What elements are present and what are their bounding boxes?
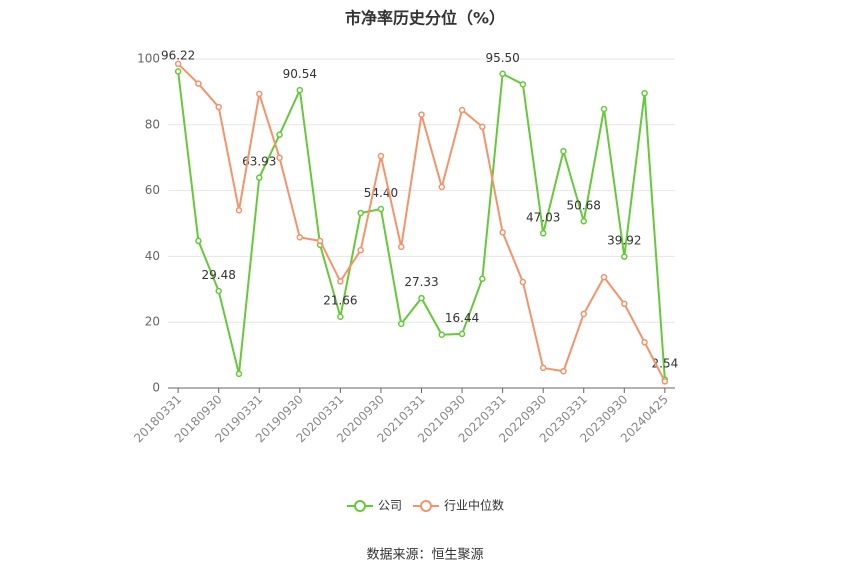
- source: 数据来源：恒生聚源: [366, 548, 483, 563]
- data-point: [580, 310, 587, 318]
- data-point: [256, 90, 263, 98]
- data-point: [276, 131, 283, 138]
- y-tick-label: 40: [145, 249, 160, 263]
- data-label: 50.68: [567, 198, 601, 212]
- data-point: [641, 339, 648, 346]
- data-point: [357, 246, 364, 254]
- data-point: [377, 152, 385, 160]
- data-point: [519, 278, 527, 286]
- data-point: [256, 174, 263, 181]
- data-point: [296, 86, 304, 94]
- data-point: [580, 218, 587, 225]
- data-point: [600, 105, 608, 113]
- legend-label: 行业中位数: [444, 498, 504, 513]
- data-point: [661, 378, 669, 385]
- y-tick-label: 60: [145, 183, 160, 197]
- data-label: 47.03: [526, 210, 560, 224]
- data-point: [195, 80, 202, 87]
- data-point: [519, 81, 527, 88]
- data-point: [621, 253, 628, 260]
- data-point: [418, 111, 425, 118]
- data-point: [458, 330, 466, 338]
- data-point: [235, 370, 243, 378]
- data-label: 39.92: [607, 234, 641, 248]
- data-point: [539, 364, 547, 372]
- chart-title: 市净率历史分位（%）: [345, 9, 505, 28]
- data-point: [296, 234, 304, 241]
- data-point: [195, 237, 202, 245]
- data-point: [215, 287, 222, 295]
- data-point: [397, 320, 405, 328]
- legend-label: 公司: [378, 499, 402, 513]
- data-point: [235, 207, 243, 214]
- data-point: [337, 278, 344, 285]
- legend-marker: [354, 500, 366, 512]
- data-label: 16.44: [445, 311, 479, 325]
- data-point: [438, 183, 446, 191]
- data-label: 96.22: [161, 48, 195, 62]
- y-tick-label: 0: [152, 381, 160, 395]
- data-point: [316, 237, 324, 245]
- data-label: 63.93: [242, 155, 276, 169]
- y-tick-label: 80: [145, 117, 160, 131]
- data-point: [479, 123, 486, 131]
- data-point: [458, 106, 466, 114]
- data-point: [539, 230, 547, 237]
- data-point: [499, 229, 506, 236]
- data-point: [560, 147, 567, 155]
- data-point: [397, 243, 405, 251]
- y-tick-label: 20: [145, 315, 160, 329]
- data-point: [174, 60, 182, 68]
- data-point: [357, 209, 364, 217]
- data-point: [276, 154, 283, 161]
- y-tick-label: 100: [137, 52, 160, 66]
- data-point: [600, 273, 608, 281]
- data-label: 95.50: [485, 51, 519, 65]
- data-point: [641, 89, 648, 97]
- data-point: [560, 367, 567, 375]
- data-label: 90.54: [283, 67, 317, 81]
- data-point: [337, 313, 344, 320]
- data-point: [418, 294, 425, 302]
- legend-marker: [420, 500, 432, 512]
- data-point: [377, 205, 385, 213]
- data-label: 54.40: [364, 186, 398, 200]
- data-label: 27.33: [404, 275, 438, 289]
- data-point: [438, 331, 446, 338]
- data-point: [174, 68, 182, 75]
- data-point: [621, 300, 628, 308]
- data-label: 21.66: [323, 294, 357, 308]
- data-point: [499, 70, 506, 78]
- data-point: [215, 103, 222, 111]
- data-label: 29.48: [202, 268, 236, 282]
- data-point: [479, 275, 486, 283]
